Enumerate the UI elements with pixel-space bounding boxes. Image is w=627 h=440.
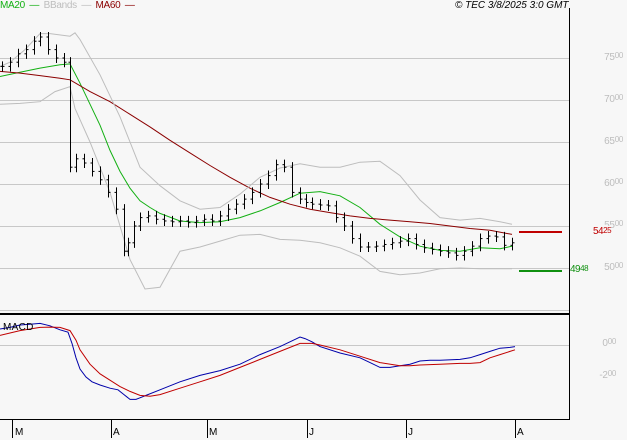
ytick-5000: 5000 [604,261,623,273]
ytick-7500: 7500 [604,51,623,63]
legend-ma60[interactable]: MA60 — [95,0,135,11]
legend-bbands[interactable]: BBands — [43,0,92,11]
macd-ytick-neg200: -200 [599,369,616,381]
support-label: 4948 [570,264,589,275]
xlabel-apr: A [113,427,120,438]
macd-title: MACD [3,322,34,333]
xlabel-jun: J [309,427,314,438]
macd-series [0,322,516,400]
ytick-6000: 6000 [604,177,623,189]
ytick-5500: 5500 [604,219,623,231]
ytick-7000: 7000 [604,93,623,105]
price-gridlines [0,58,569,311]
ohlc-bars [0,31,515,261]
xlabel-jul: J [408,427,413,438]
xlabel-mar: M [15,427,24,438]
chart-legend: MA20 — BBands — MA60 — [0,0,137,11]
resistance-label: 5425 [593,226,612,237]
x-axis-ticks [12,420,516,438]
macd-ytick-0: 000 [602,337,616,349]
copyright-timestamp: © TEC 3/8/2025 3:0 GMT [455,0,569,11]
ytick-6500: 6500 [604,135,623,147]
xlabel-aug: A [517,427,524,438]
xlabel-may: M [209,427,218,438]
legend-ma20[interactable]: MA20 — [0,0,40,11]
